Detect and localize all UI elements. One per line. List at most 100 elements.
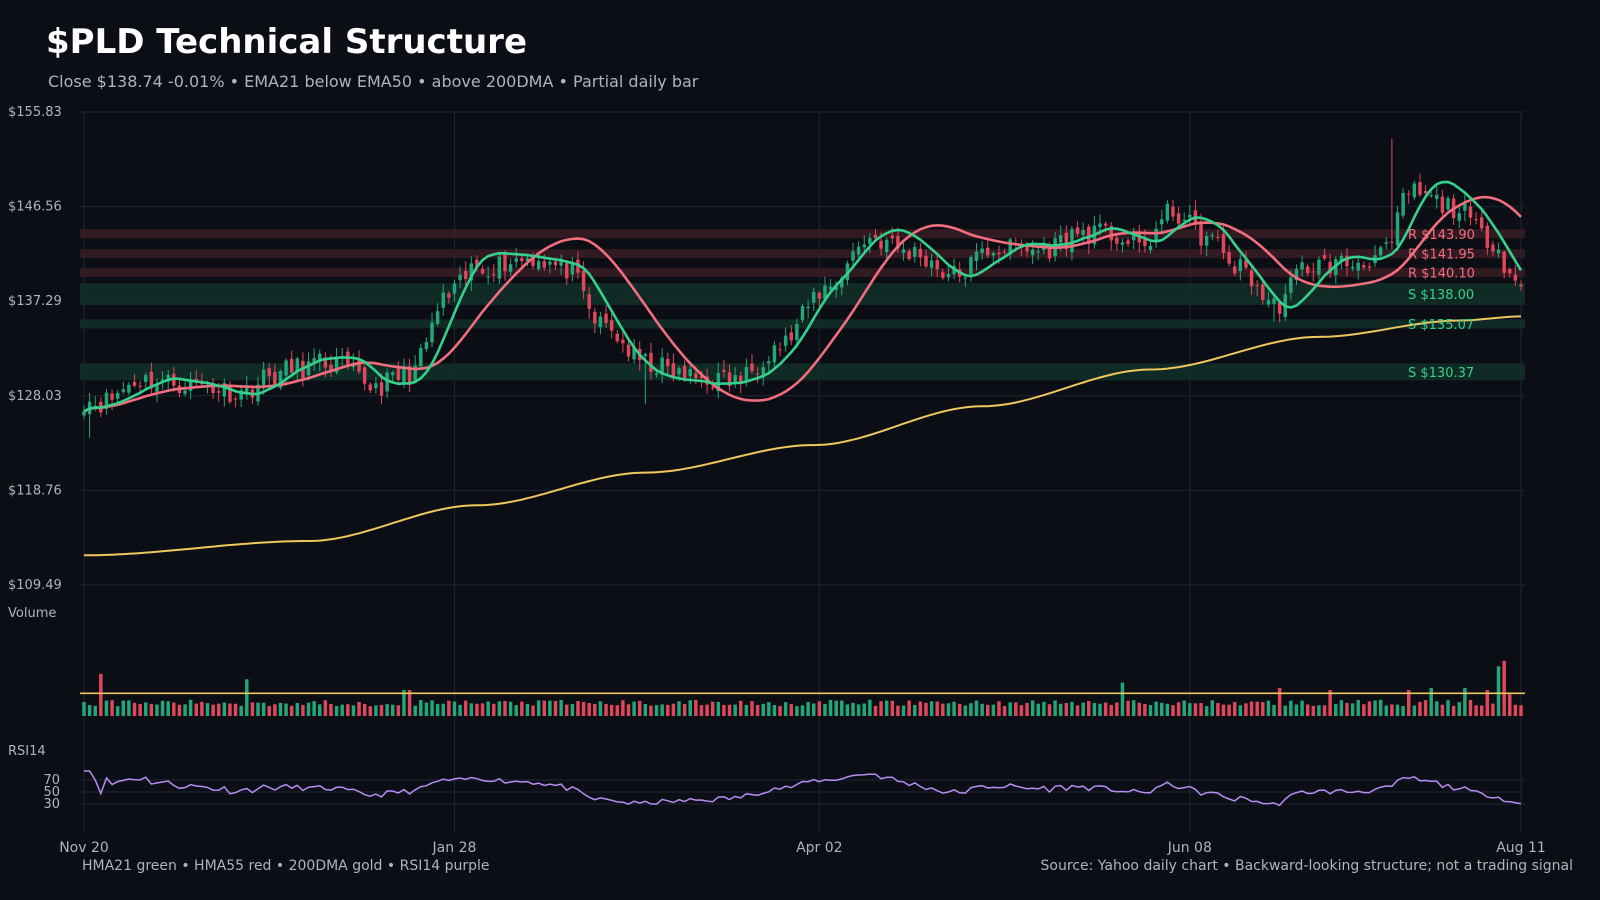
volume-bar [82,702,86,716]
volume-bar [531,705,535,716]
volume-bar [127,700,131,716]
candle-body [469,263,474,281]
volume-bar [1412,705,1417,716]
candle-body [811,291,816,303]
candle-body [840,278,844,288]
candle [1418,173,1422,198]
candle [149,362,154,396]
volume-bar [626,704,631,716]
volume-bar [542,700,547,716]
volume-bar [503,701,507,716]
y-tick-label: $146.56 [8,200,62,215]
candle-body [402,366,406,384]
volume-bar [1272,705,1276,716]
volume-bar [778,705,782,716]
candle-body [1519,284,1523,287]
volume-bar [1002,705,1007,716]
candle-body [699,375,704,378]
volume-bar [806,702,810,716]
candle-body [1115,237,1119,244]
candle-body [750,363,754,371]
volume-bar [733,704,737,716]
candle-body [542,261,547,268]
volume-bar [245,679,249,716]
candle-body [228,385,232,402]
volume-bar [374,705,378,716]
candle-body [1266,300,1271,305]
candle [1216,229,1220,242]
chart-subtitle: Close $138.74 -0.01% • EMA21 below EMA50… [48,72,699,91]
volume-bar [1042,701,1046,716]
volume-bar [710,701,715,716]
candle-body [1182,219,1186,221]
candle-body [901,249,906,253]
candle-body [783,335,788,346]
candle [946,265,951,282]
candle-body [144,375,148,382]
candle-body [997,252,1001,255]
volume-bar [907,700,911,716]
volume-bar [935,701,939,716]
volume-bar [1373,700,1377,716]
candle-body [974,251,979,262]
candle-body [245,385,249,395]
candle-body [1238,259,1243,272]
volume-bar [115,706,120,716]
candle-body [318,353,322,362]
candle-body [1356,262,1360,271]
candle-body [435,311,440,324]
candle-body [1261,284,1265,300]
volume-bar [256,702,260,716]
candle-body [1277,302,1282,314]
candle [222,378,227,407]
candle [632,339,636,364]
volume-bar [1311,705,1316,716]
candle-body [1328,261,1332,274]
candle-body [486,276,490,278]
candle [1485,222,1490,256]
level-label: R $140.10 [1408,267,1475,282]
volume-bar [1115,702,1119,716]
candle-body [452,283,457,294]
candle [1513,265,1518,286]
volume-bar [604,703,608,716]
candle-body [851,251,855,261]
candle-body [374,383,378,389]
candle-body [531,257,535,267]
candle [396,360,401,383]
volume-bar [1423,700,1428,716]
volume-bar [615,705,619,716]
x-tick-label: Jan 28 [432,840,477,856]
volume-bar [228,703,232,716]
volume-bar [239,705,243,716]
candle [969,255,973,282]
candle-body [261,369,266,386]
volume-bar [963,705,968,716]
candle-body [615,333,619,342]
candle-body [1081,230,1085,235]
volume-bar [362,703,367,716]
volume-bar [727,704,732,716]
candle [868,232,872,253]
candle-body [357,360,361,372]
candle-body [828,286,833,290]
candle-body [1109,226,1113,241]
candle-body [1390,241,1394,243]
candle [935,255,939,278]
volume-bar [144,702,148,716]
candle [991,251,996,265]
volume-bar [200,701,204,716]
candle [1519,280,1523,292]
candle-body [1339,255,1344,263]
volume-label: Volume [8,606,56,621]
volume-bar [1378,699,1383,716]
candle [1249,263,1254,295]
volume-bar [755,704,760,716]
volume-bar [480,703,485,716]
source-note: Source: Yahoo daily chart • Backward-loo… [1040,858,1573,874]
candle [132,374,137,388]
candle [239,384,243,408]
volume-bar [1407,690,1411,716]
volume-bar [155,704,159,716]
candle-body [1160,219,1164,225]
